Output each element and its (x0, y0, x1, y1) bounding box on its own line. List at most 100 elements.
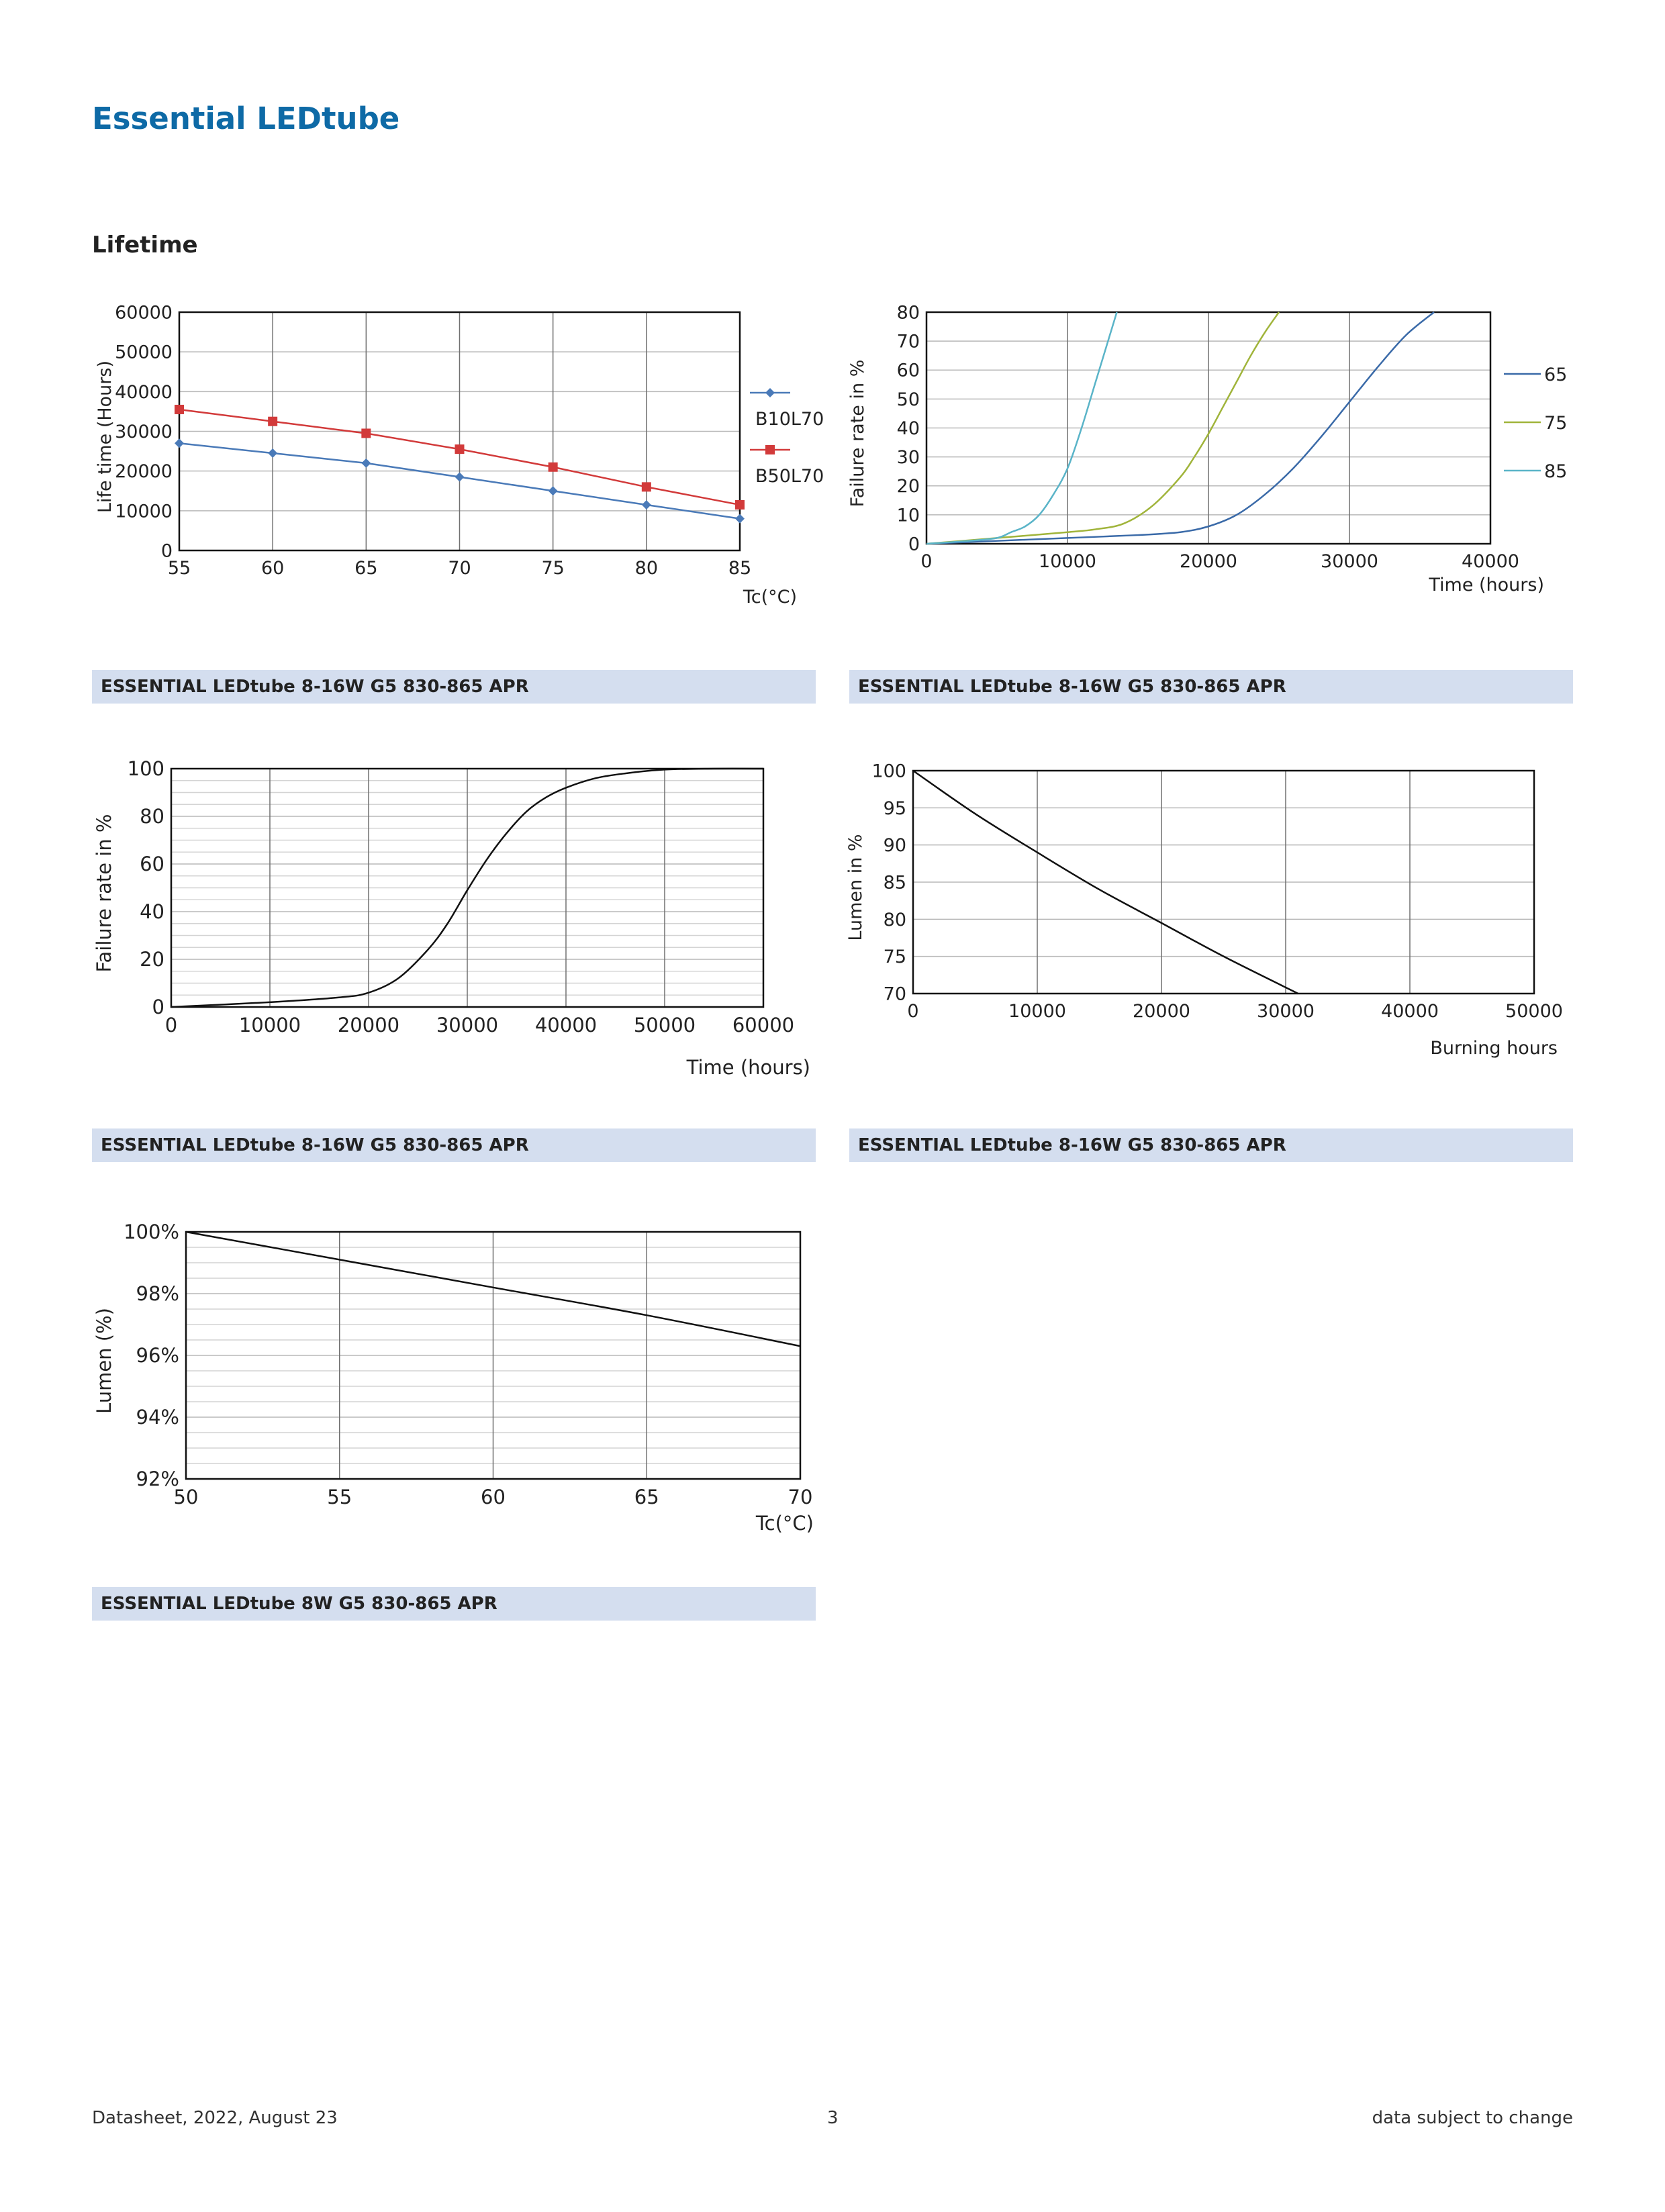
x-tick-label: 60000 (732, 1014, 794, 1037)
x-tick-label: 0 (165, 1014, 177, 1037)
data-point (361, 458, 371, 468)
legend-label: B50L70 (755, 466, 824, 487)
lumen-maintenance-chart: 70 75 80 85 90 95 100 0 10000 20000 30000 40000 5000… (839, 752, 1578, 1067)
series-line (912, 769, 1299, 995)
plot-frame (185, 1231, 802, 1480)
y-tick-label: 40 (140, 900, 164, 923)
legend-marker (765, 445, 775, 454)
y-tick-label: 50000 (115, 342, 173, 363)
legend-label: 75 (1544, 413, 1567, 434)
series-line (926, 311, 1280, 545)
y-tick-label: 50 (897, 389, 920, 410)
y-tick-label: 80 (897, 302, 920, 323)
y-tick-label: 70 (897, 332, 920, 352)
legend-label: 85 (1544, 461, 1567, 482)
failure-rate-temperature-chart: 0 10 20 30 40 50 60 70 80 0 10000 20000 30000 40000 Fa… (839, 295, 1578, 618)
y-tick-label: 80 (140, 805, 164, 828)
x-tick-label: 30000 (1321, 551, 1378, 572)
y-tick-label: 0 (908, 534, 920, 555)
y-tick-label: 85 (884, 872, 906, 893)
x-tick-label: 60 (481, 1486, 506, 1508)
legend-label: B10L70 (755, 409, 824, 430)
lumen-maintenance-chart-svg: 70 75 80 85 90 95 100 0 10000 20000 30000 40000 5000… (845, 761, 1563, 1059)
y-tick-label: 0 (161, 540, 173, 561)
lifetime-chart-caption: ESSENTIAL LEDtube 8-16W G5 830-865 APR (92, 670, 816, 704)
y-tick-label: 92% (136, 1468, 179, 1490)
failure-rate-temperature-chart-svg: 0 10 20 30 40 50 60 70 80 0 10000 20000 30000 40000 Fa… (847, 302, 1567, 595)
footer-disclaimer: data subject to change (1372, 2108, 1573, 2128)
lumen-maintenance-chart-caption: ESSENTIAL LEDtube 8-16W G5 830-865 APR (849, 1128, 1573, 1162)
y-tick-label: 20000 (115, 461, 173, 482)
section-heading: Lifetime (92, 232, 198, 258)
failure-rate-chart: 0 20 40 60 80 100 0 10000 20000 30000 40000 50000 60… (92, 752, 824, 1094)
data-point (641, 499, 651, 510)
x-tick-label: 20000 (1133, 1001, 1190, 1022)
x-tick-label: 55 (327, 1486, 352, 1508)
y-tick-label: 10000 (115, 501, 173, 522)
y-axis-label: Lumen in % (845, 834, 866, 941)
x-tick-label: 80 (635, 558, 658, 579)
y-tick-label: 20 (897, 476, 920, 497)
data-point (735, 514, 745, 524)
x-tick-label: 30000 (436, 1014, 498, 1037)
failure-rate-temperature-chart-caption: ESSENTIAL LEDtube 8-16W G5 830-865 APR (849, 670, 1573, 704)
y-tick-label: 60 (140, 853, 164, 875)
plot-frame (912, 769, 1535, 995)
series-line (926, 311, 1435, 545)
y-tick-label: 40000 (115, 382, 173, 403)
x-tick-label: 55 (168, 558, 191, 579)
x-axis-label: Tc(°C) (755, 1512, 814, 1535)
x-tick-label: 70 (788, 1486, 813, 1508)
x-tick-label: 65 (634, 1486, 659, 1508)
footer-date: Datasheet, 2022, August 23 (92, 2108, 338, 2128)
data-point (268, 448, 278, 459)
x-tick-label: 0 (920, 551, 932, 572)
x-tick-label: 10000 (239, 1014, 301, 1037)
x-tick-label: 40000 (535, 1014, 597, 1037)
y-tick-label: 30000 (115, 422, 173, 442)
plot-frame (170, 767, 765, 1008)
x-axis-label: Tc(°C) (743, 587, 797, 608)
data-point (548, 462, 558, 472)
y-tick-label: 90 (884, 835, 906, 856)
y-tick-label: 40 (897, 418, 920, 439)
x-tick-label: 40000 (1462, 551, 1519, 572)
y-axis-label: Lumen (%) (93, 1308, 115, 1414)
y-tick-label: 0 (152, 996, 164, 1018)
y-tick-label: 30 (897, 447, 920, 468)
y-tick-label: 60 (897, 360, 920, 381)
y-tick-label: 100% (124, 1220, 179, 1243)
x-tick-label: 50 (174, 1486, 199, 1508)
failure-rate-chart-svg: 0 20 40 60 80 100 0 10000 20000 30000 40000 50000 60… (93, 757, 810, 1079)
lifetime-chart-svg: 0 10000 20000 30000 40000 50000 60000 55 60 65 70 7… (95, 302, 824, 608)
y-tick-label: 75 (884, 947, 906, 967)
x-axis-label: Burning hours (1430, 1038, 1558, 1059)
x-tick-label: 10000 (1039, 551, 1096, 572)
x-tick-label: 10000 (1008, 1001, 1066, 1022)
lumen-temperature-chart-caption: ESSENTIAL LEDtube 8W G5 830-865 APR (92, 1587, 816, 1621)
x-tick-label: 60 (261, 558, 284, 579)
x-tick-label: 30000 (1257, 1001, 1315, 1022)
footer-page-number: 3 (827, 2108, 839, 2128)
x-tick-label: 50000 (1505, 1001, 1563, 1022)
lifetime-chart: 0 10000 20000 30000 40000 50000 60000 55 60 65 70 7… (92, 295, 824, 618)
lumen-temperature-chart-svg: 92% 94% 96% 98% 100% 50 55 60 65 70 Lumen (%) Tc(°C… (93, 1220, 814, 1535)
x-tick-label: 65 (354, 558, 377, 579)
y-tick-label: 80 (884, 910, 906, 930)
data-point (455, 444, 465, 454)
series-line (185, 1231, 801, 1347)
legend-marker (765, 388, 775, 397)
y-tick-label: 95 (884, 798, 906, 819)
plot-frame (925, 311, 1492, 545)
y-tick-label: 100 (128, 757, 164, 780)
y-axis-label: Failure rate in % (93, 814, 115, 973)
legend-label: 65 (1544, 365, 1567, 385)
y-tick-label: 96% (136, 1344, 179, 1367)
x-tick-label: 0 (907, 1001, 918, 1022)
x-tick-label: 85 (728, 558, 751, 579)
data-point (548, 486, 558, 496)
y-tick-label: 20 (140, 948, 164, 971)
y-tick-label: 98% (136, 1282, 179, 1305)
y-tick-label: 60000 (115, 302, 173, 323)
x-tick-label: 50000 (634, 1014, 696, 1037)
